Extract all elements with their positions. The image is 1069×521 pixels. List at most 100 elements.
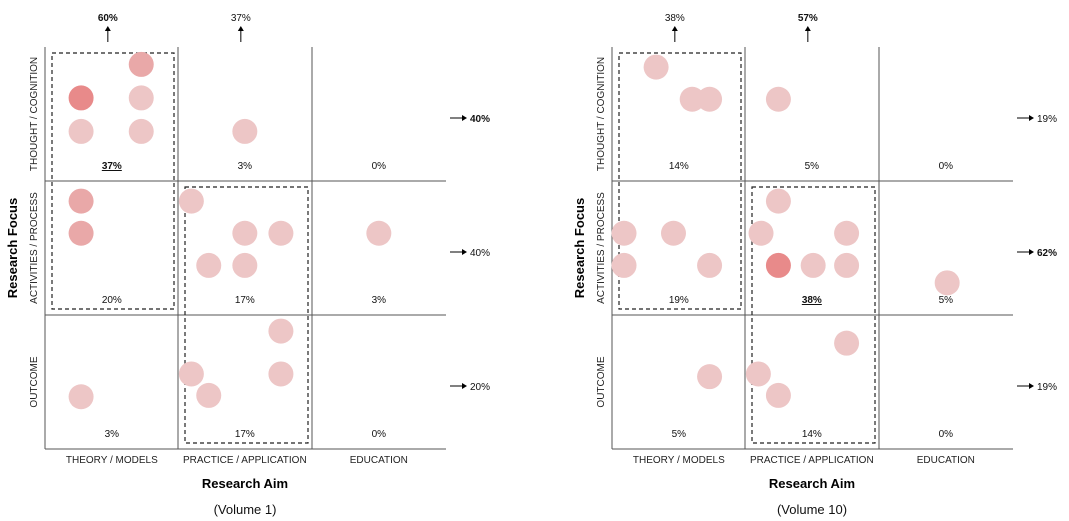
data-bubble — [765, 252, 791, 278]
cell-percentage: 17% — [235, 295, 255, 306]
cell-percentage: 38% — [802, 295, 822, 306]
data-bubble — [68, 118, 94, 144]
column-total: 60% — [98, 13, 118, 24]
x-tick-label: PRACTICE / APPLICATION — [750, 455, 874, 466]
y-axis-title: Research Focus — [5, 198, 20, 298]
data-bubble — [268, 220, 294, 246]
up-arrow-icon — [237, 26, 244, 31]
data-bubble — [178, 188, 204, 214]
data-bubble — [834, 330, 860, 356]
data-bubble — [748, 220, 774, 246]
x-tick-label: THEORY / MODELS — [633, 455, 725, 466]
row-total: 62% — [1037, 248, 1057, 259]
data-bubble — [697, 364, 723, 390]
cell-percentage: 5% — [672, 429, 687, 440]
data-bubble — [128, 85, 154, 111]
y-axis-title: Research Focus — [572, 198, 587, 298]
y-tick-label: ACTIVITIES / PROCESS — [596, 192, 607, 304]
data-bubble — [68, 85, 94, 111]
x-tick-label: THEORY / MODELS — [66, 455, 158, 466]
data-bubble — [68, 188, 94, 214]
data-bubble — [268, 361, 294, 387]
cell-percentage: 20% — [102, 295, 122, 306]
data-bubble — [800, 252, 826, 278]
row-total: 19% — [1037, 382, 1057, 393]
data-bubble — [765, 188, 791, 214]
dashed-region-2 — [184, 186, 309, 444]
right-arrow-icon — [462, 115, 467, 121]
data-bubble — [196, 252, 222, 278]
data-bubble — [196, 382, 222, 408]
data-bubble — [611, 252, 637, 278]
data-bubble — [128, 51, 154, 77]
cell-percentage: 5% — [939, 295, 954, 306]
grid-lines — [611, 47, 1013, 450]
grid-lines — [44, 47, 446, 450]
y-tick-label: THOUGHT / COGNITION — [29, 57, 40, 171]
data-bubble — [745, 361, 771, 387]
panel-caption: (Volume 1) — [214, 502, 277, 517]
data-bubble — [934, 270, 960, 296]
data-bubble — [232, 118, 258, 144]
cell-percentage: 0% — [372, 429, 387, 440]
data-bubble — [765, 86, 791, 112]
right-arrow-icon — [462, 383, 467, 389]
y-tick-label: ACTIVITIES / PROCESS — [29, 192, 40, 304]
cell-percentage: 0% — [372, 161, 387, 172]
cell-percentage: 14% — [669, 161, 689, 172]
data-bubble — [178, 361, 204, 387]
x-tick-label: PRACTICE / APPLICATION — [183, 455, 307, 466]
cell-percentage: 17% — [235, 429, 255, 440]
data-bubble — [128, 118, 154, 144]
data-bubble — [232, 252, 258, 278]
row-total: 19% — [1037, 114, 1057, 125]
data-bubble — [660, 220, 686, 246]
data-bubble — [643, 54, 669, 80]
column-total: 37% — [231, 13, 251, 24]
x-axis-title: Research Aim — [202, 476, 288, 491]
cell-percentage: 3% — [105, 429, 120, 440]
row-total: 40% — [470, 248, 490, 259]
up-arrow-icon — [804, 26, 811, 31]
right-arrow-icon — [1029, 383, 1034, 389]
cell-percentage: 3% — [372, 295, 387, 306]
cell-percentage: 0% — [939, 161, 954, 172]
x-axis-title: Research Aim — [769, 476, 855, 491]
cell-percentage: 19% — [669, 295, 689, 306]
data-bubble — [697, 252, 723, 278]
panel-volume-1: 37% 3% 0% 20% 17% 3% 3% 17% 0% 60% 37% 40% 40% 20% THE… — [5, 13, 490, 517]
cell-percentage: 14% — [802, 429, 822, 440]
data-bubble — [268, 318, 294, 344]
panel-volume-10: 14% 5% 0% 19% 38% 5% 5% 14% 0% 38% 57% 19% 62% 19% THE… — [572, 13, 1057, 517]
data-bubble — [611, 220, 637, 246]
cell-percentage: 3% — [238, 161, 253, 172]
up-arrow-icon — [671, 26, 678, 31]
data-bubble — [834, 252, 860, 278]
column-total: 57% — [798, 13, 818, 24]
data-bubble — [366, 220, 392, 246]
dashed-region-2 — [751, 186, 876, 444]
data-bubble — [679, 86, 705, 112]
up-arrow-icon — [104, 26, 111, 31]
x-tick-label: EDUCATION — [917, 455, 975, 466]
y-tick-label: OUTCOME — [596, 356, 607, 407]
data-bubble — [765, 382, 791, 408]
data-bubble — [68, 384, 94, 410]
right-arrow-icon — [1029, 115, 1034, 121]
right-arrow-icon — [1029, 249, 1034, 255]
data-bubble — [232, 220, 258, 246]
data-bubble — [834, 220, 860, 246]
right-arrow-icon — [462, 249, 467, 255]
column-total: 38% — [665, 13, 685, 24]
cell-percentage: 37% — [102, 161, 122, 172]
data-bubble — [697, 86, 723, 112]
cell-percentage: 5% — [805, 161, 820, 172]
cell-percentage: 0% — [939, 429, 954, 440]
y-tick-label: THOUGHT / COGNITION — [596, 57, 607, 171]
row-total: 40% — [470, 114, 490, 125]
y-tick-label: OUTCOME — [29, 356, 40, 407]
row-total: 20% — [470, 382, 490, 393]
data-bubble — [68, 220, 94, 246]
x-tick-label: EDUCATION — [350, 455, 408, 466]
